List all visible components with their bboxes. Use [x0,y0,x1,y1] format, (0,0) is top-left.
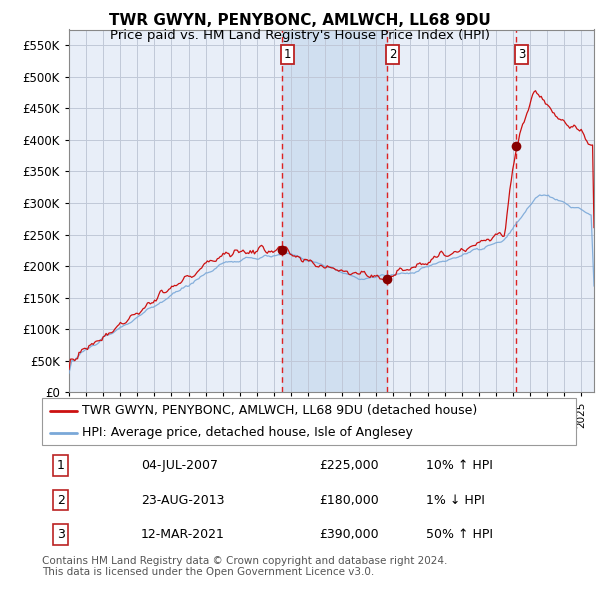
Text: £180,000: £180,000 [320,493,379,507]
Text: TWR GWYN, PENYBONC, AMLWCH, LL68 9DU (detached house): TWR GWYN, PENYBONC, AMLWCH, LL68 9DU (de… [82,405,478,418]
Text: 3: 3 [57,528,65,541]
Text: 23-AUG-2013: 23-AUG-2013 [141,493,224,507]
Text: 3: 3 [518,48,525,61]
Text: £390,000: £390,000 [320,528,379,541]
FancyBboxPatch shape [42,398,576,445]
Text: 1: 1 [284,48,291,61]
Text: 1% ↓ HPI: 1% ↓ HPI [427,493,485,507]
Text: TWR GWYN, PENYBONC, AMLWCH, LL68 9DU: TWR GWYN, PENYBONC, AMLWCH, LL68 9DU [109,13,491,28]
Text: 2: 2 [57,493,65,507]
Text: 04-JUL-2007: 04-JUL-2007 [141,459,218,472]
Bar [283,30,388,392]
Text: Price paid vs. HM Land Registry's House Price Index (HPI): Price paid vs. HM Land Registry's House … [110,30,490,42]
Text: 1: 1 [57,459,65,472]
Text: £225,000: £225,000 [320,459,379,472]
Text: 12-MAR-2021: 12-MAR-2021 [141,528,224,541]
Text: HPI: Average price, detached house, Isle of Anglesey: HPI: Average price, detached house, Isle… [82,426,413,439]
Text: 10% ↑ HPI: 10% ↑ HPI [427,459,493,472]
Text: 2: 2 [389,48,396,61]
Text: Contains HM Land Registry data © Crown copyright and database right 2024.
This d: Contains HM Land Registry data © Crown c… [42,556,448,578]
Text: 50% ↑ HPI: 50% ↑ HPI [427,528,493,541]
